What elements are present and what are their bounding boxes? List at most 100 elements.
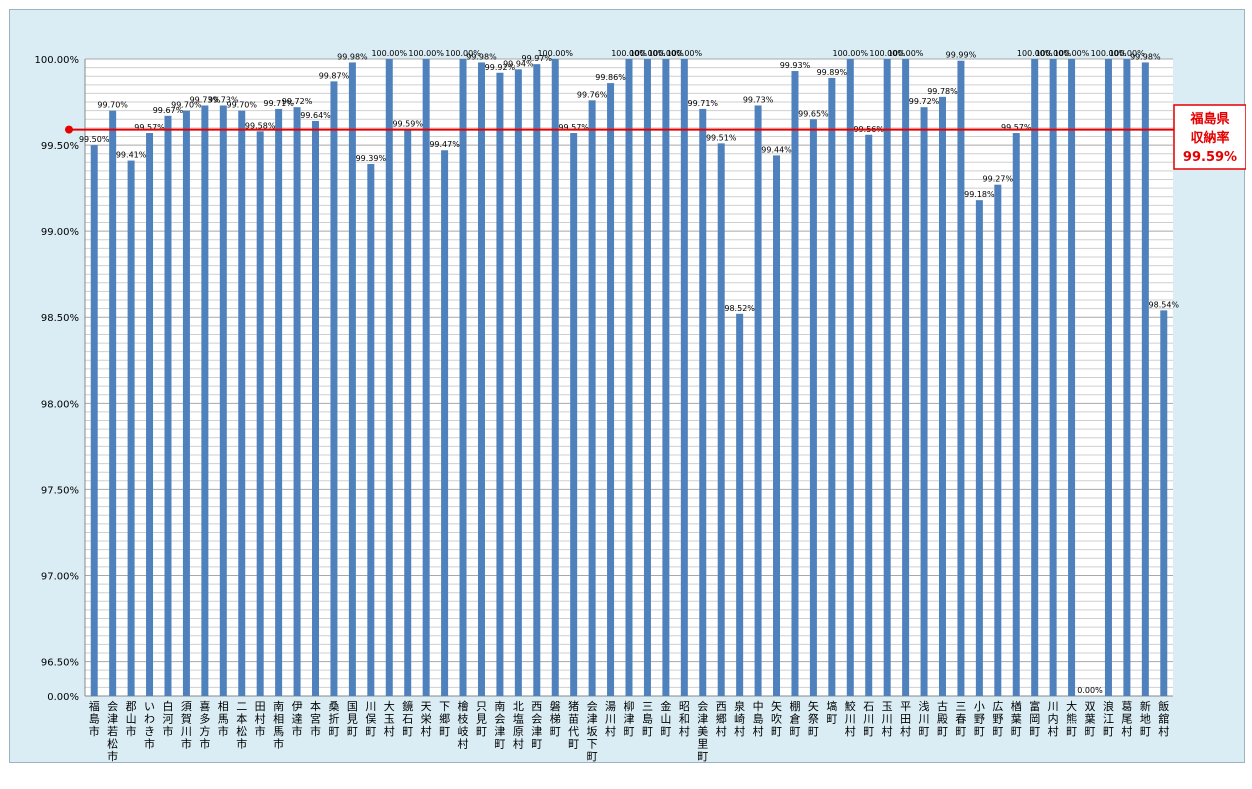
category-label: 広野町 bbox=[992, 700, 1003, 738]
data-label: 99.27% bbox=[983, 175, 1014, 184]
data-label: 99.86% bbox=[595, 73, 626, 82]
reference-label: 収納率 bbox=[1190, 130, 1229, 146]
data-label: 100.00% bbox=[1054, 49, 1090, 58]
category-label: 大熊町 bbox=[1066, 699, 1077, 738]
bar bbox=[699, 108, 707, 697]
y-tick-label: 97.50% bbox=[41, 485, 79, 496]
data-label: 99.57% bbox=[1001, 123, 1032, 132]
category-label: 塙町 bbox=[826, 699, 837, 726]
data-label: 99.72% bbox=[282, 97, 313, 106]
data-label: 98.54% bbox=[1149, 300, 1180, 309]
category-label: 平田村 bbox=[900, 700, 911, 738]
category-label: 磐梯町 bbox=[550, 699, 561, 738]
category-label: 三春町 bbox=[955, 700, 966, 738]
bar bbox=[1012, 133, 1020, 696]
category-label: 会津若松市 bbox=[107, 700, 118, 763]
data-label: 99.57% bbox=[558, 123, 589, 132]
bar bbox=[754, 105, 762, 697]
y-tick-label: 0.00% bbox=[47, 692, 79, 703]
bar bbox=[182, 110, 190, 696]
bar bbox=[1160, 310, 1168, 696]
category-label: 下郷町 bbox=[439, 700, 450, 738]
data-label: 99.57% bbox=[134, 123, 165, 132]
bar bbox=[643, 59, 651, 696]
bar bbox=[1049, 59, 1057, 696]
bar bbox=[1068, 59, 1076, 696]
bar bbox=[109, 110, 117, 696]
bar bbox=[441, 150, 449, 696]
y-tick-label: 98.50% bbox=[41, 313, 79, 324]
category-label: 石川町 bbox=[863, 700, 874, 738]
category-label: 伊達市 bbox=[292, 700, 303, 738]
bar bbox=[348, 62, 356, 697]
data-label: 100.00% bbox=[445, 49, 481, 58]
bar bbox=[570, 133, 578, 696]
bar bbox=[367, 164, 375, 696]
data-label: 100.00% bbox=[1109, 49, 1145, 58]
data-label: 99.78% bbox=[927, 87, 958, 96]
category-label: いわき市 bbox=[144, 700, 155, 751]
data-label: 100.00% bbox=[371, 49, 407, 58]
reference-line-marker bbox=[65, 125, 73, 134]
category-label: 棚倉町 bbox=[789, 699, 800, 738]
category-label: 南会津町 bbox=[494, 700, 505, 751]
data-label: 99.99% bbox=[946, 51, 977, 60]
bar bbox=[625, 59, 633, 696]
data-label: 99.64% bbox=[300, 111, 331, 120]
category-label: 玉川村 bbox=[882, 700, 893, 738]
data-label: 99.87% bbox=[319, 71, 350, 80]
data-label: 100.00% bbox=[832, 49, 868, 58]
bar bbox=[146, 133, 154, 696]
bar bbox=[846, 59, 854, 696]
category-label: 楢葉町 bbox=[1011, 699, 1022, 738]
data-label: 100.00% bbox=[1035, 49, 1071, 58]
bar bbox=[1031, 59, 1039, 696]
data-label: 99.18% bbox=[964, 190, 995, 199]
category-label: 会津坂下町 bbox=[587, 700, 598, 763]
bar bbox=[662, 59, 670, 696]
bar bbox=[938, 96, 946, 697]
category-label: 二本松市 bbox=[236, 700, 247, 751]
category-label: 須賀川市 bbox=[181, 700, 192, 751]
data-label: 99.47% bbox=[429, 140, 460, 149]
reference-label: 99.59% bbox=[1183, 150, 1237, 165]
y-tick-label: 97.00% bbox=[41, 571, 79, 582]
y-tick-label: 96.50% bbox=[41, 658, 79, 669]
y-tick-label: 99.00% bbox=[41, 227, 79, 238]
data-label: 99.71% bbox=[688, 99, 719, 108]
data-label: 99.76% bbox=[577, 90, 608, 99]
category-label: 南相馬市 bbox=[273, 700, 284, 751]
data-label: 99.93% bbox=[780, 61, 811, 70]
category-label: 古殿町 bbox=[937, 700, 948, 738]
data-label: 99.51% bbox=[706, 133, 737, 142]
bar bbox=[828, 77, 836, 696]
category-label: 会津美里町 bbox=[697, 700, 708, 763]
category-label: 福島市 bbox=[89, 699, 100, 738]
category-label: 田村市 bbox=[255, 700, 266, 738]
data-label: 99.97% bbox=[522, 54, 553, 63]
bar bbox=[275, 108, 283, 697]
bar bbox=[717, 143, 725, 696]
data-label: 99.58% bbox=[245, 121, 276, 130]
bar bbox=[680, 59, 688, 696]
category-label: 泉崎村 bbox=[734, 699, 745, 738]
category-label: 桑折町 bbox=[328, 700, 339, 738]
category-label: 鏡石町 bbox=[402, 699, 413, 738]
data-label: 100.00% bbox=[648, 49, 684, 58]
data-label: 100.00% bbox=[869, 49, 905, 58]
bar bbox=[404, 129, 412, 696]
category-label: 飯舘村 bbox=[1158, 699, 1169, 738]
category-label: 富岡町 bbox=[1029, 699, 1040, 738]
data-label: 99.71% bbox=[263, 99, 294, 108]
category-label: 白河市 bbox=[162, 699, 173, 738]
bar bbox=[293, 107, 301, 697]
bar bbox=[588, 100, 596, 697]
category-label: 大玉村 bbox=[384, 699, 395, 738]
category-label: 浅川町 bbox=[919, 700, 930, 738]
category-label: 矢吹町 bbox=[771, 699, 782, 738]
data-label: 99.50% bbox=[79, 135, 110, 144]
bar bbox=[477, 62, 485, 697]
bar bbox=[865, 134, 873, 696]
category-label: 鮫川村 bbox=[845, 699, 856, 738]
bar bbox=[920, 107, 928, 697]
